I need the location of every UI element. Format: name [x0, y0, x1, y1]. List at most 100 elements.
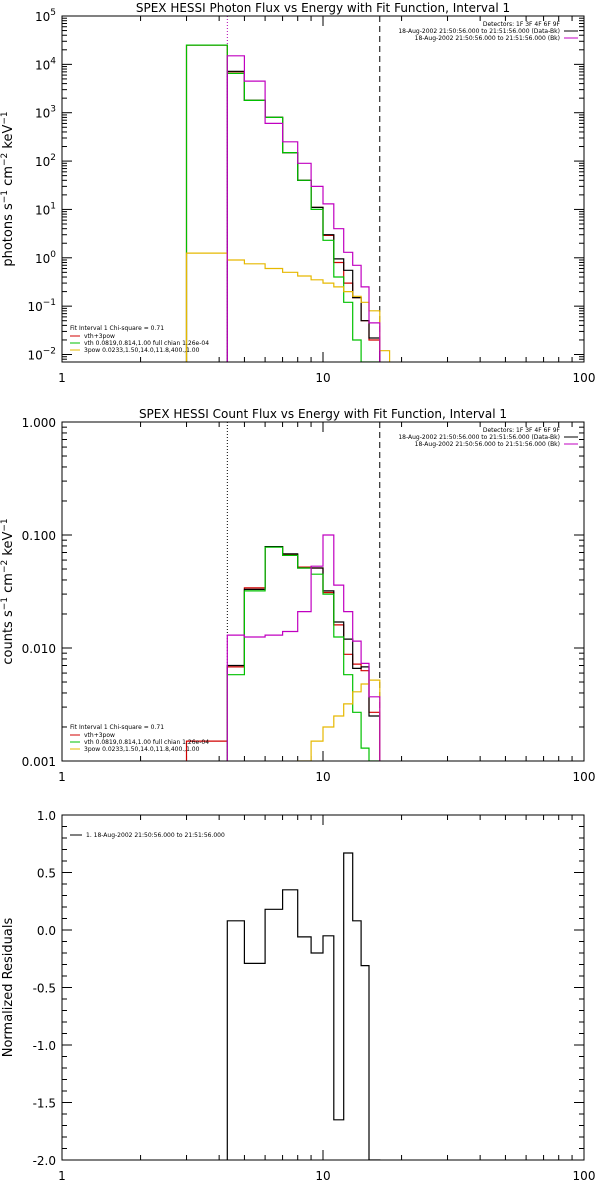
y-axis-label-text: keV — [1, 532, 16, 560]
y-tick-base: 10 — [27, 300, 42, 314]
y-tick-label: 1.0 — [37, 809, 56, 823]
x-tick-label: 10 — [315, 371, 330, 385]
legend-label: vth+3pow — [84, 732, 115, 739]
info-line: Detectors: 1F 3F 4F 6F 9F — [483, 21, 561, 28]
info-line: 18-Aug-2002 21:50:56.000 to 21:51:56.000… — [415, 35, 560, 42]
y-tick-label: -1.5 — [33, 1097, 56, 1111]
y-tick-label: 0.010 — [22, 642, 56, 656]
y-tick-label: 102 — [35, 153, 56, 169]
series-step-line — [226, 852, 381, 1160]
panel-1: SPEX HESSI Photon Flux vs Energy with Fi… — [0, 1, 595, 385]
series-step-line — [297, 679, 381, 761]
legend-label: vth+3pow — [84, 333, 115, 340]
panel-title: SPEX HESSI Count Flux vs Energy with Fit… — [139, 407, 507, 421]
y-axis-label-exponent: −2 — [0, 153, 10, 166]
legend-label: 3pow 0.0233,1.50,14.0,11.8,400.,1.00 — [84, 746, 200, 753]
plot-frame — [61, 421, 585, 762]
info-line: 18-Aug-2002 21:50:56.000 to 21:51:56.000… — [415, 441, 560, 448]
series-group — [185, 44, 391, 362]
series-group — [226, 852, 381, 1160]
y-tick-label: 101 — [35, 201, 56, 217]
legend-label: 1. 18-Aug-2002 21:50:56.000 to 21:51:56.… — [86, 832, 225, 839]
y-tick-base: 10 — [35, 155, 50, 169]
info-line: 18-Aug-2002 21:50:56.000 to 21:51:56.000… — [398, 434, 560, 441]
legend-label: 3pow 0.0233,1.50,14.0,11.8,400.,1.00 — [84, 347, 200, 354]
y-tick-label: 10−2 — [27, 347, 56, 363]
x-axis: 1 10 100 — [58, 815, 595, 1183]
series-step-line — [226, 546, 381, 761]
x-tick-label: 100 — [573, 770, 596, 784]
y-tick-exponent: 3 — [50, 105, 56, 115]
x-tick-label: 1 — [58, 770, 66, 784]
legend-label: vth 0.0819,0.814,1.00 full chian 1.26e-0… — [84, 739, 209, 746]
y-tick-label: -1.0 — [33, 1039, 56, 1053]
x-tick-label: 10 — [315, 770, 330, 784]
series-group — [185, 534, 381, 761]
y-tick-base: 10 — [27, 349, 42, 363]
info-line: 18-Aug-2002 21:50:56.000 to 21:51:56.000… — [398, 28, 560, 35]
y-tick-base: 10 — [35, 10, 50, 24]
y-tick-label: 0.100 — [22, 529, 56, 543]
series-step-line — [226, 70, 381, 362]
y-tick-label: -2.0 — [33, 1154, 56, 1168]
panel-title: SPEX HESSI Photon Flux vs Energy with Fi… — [136, 1, 510, 15]
y-tick-label: 0.5 — [37, 867, 56, 881]
y-tick-base: 10 — [35, 203, 50, 217]
y-axis-label-exponent: −1 — [0, 190, 10, 203]
series-step-line — [185, 44, 381, 362]
y-tick-label: 0.001 — [22, 755, 56, 769]
series-step-line — [226, 534, 381, 761]
y-axis-label: counts s−1 cm−2 keV−1 — [0, 518, 16, 664]
y-axis-label-text: photons s — [1, 203, 16, 267]
series-step-line — [226, 55, 381, 362]
y-tick-label: 1.000 — [22, 416, 56, 430]
y-tick-label: -0.5 — [33, 982, 56, 996]
x-tick-label: 100 — [573, 371, 596, 385]
y-axis-label-exponent: −1 — [0, 597, 10, 610]
x-tick-label: 100 — [573, 1169, 596, 1183]
legend-label: vth 0.0819,0.814,1.00 full chian 1.26e-0… — [84, 340, 209, 347]
x-tick-label: 10 — [315, 1169, 330, 1183]
y-tick-exponent: −1 — [43, 298, 56, 308]
series-step-line — [185, 252, 391, 362]
y-tick-label: 10−1 — [27, 298, 56, 314]
series-step-line — [226, 546, 381, 761]
series-step-line — [185, 44, 381, 362]
y-tick-base: 10 — [35, 107, 50, 121]
y-tick-exponent: 4 — [50, 56, 56, 66]
y-tick-label: 104 — [35, 56, 56, 72]
y-axis-label-text: cm — [1, 166, 16, 190]
y-tick-base: 10 — [35, 58, 50, 72]
y-axis-label-text: keV — [1, 125, 16, 153]
y-tick-label: 0.0 — [37, 924, 56, 938]
x-tick-label: 1 — [58, 371, 66, 385]
y-axis-label-exponent: −1 — [0, 518, 10, 531]
y-tick-label: 103 — [35, 105, 56, 121]
x-tick-label: 1 — [58, 1169, 66, 1183]
panel-2: SPEX HESSI Count Flux vs Energy with Fit… — [0, 407, 595, 784]
y-tick-exponent: 0 — [50, 250, 56, 260]
y-tick-exponent: 2 — [50, 153, 56, 163]
y-axis: 0.001 0.010 0.100 1.000 — [22, 416, 584, 769]
y-tick-exponent: 5 — [50, 8, 56, 18]
y-axis-label: photons s−1 cm−2 keV−1 — [0, 111, 16, 266]
y-tick-label: 100 — [35, 250, 56, 266]
y-tick-exponent: −2 — [43, 347, 56, 357]
y-axis-label-text: cm — [1, 573, 16, 597]
y-axis-label-exponent: −2 — [0, 560, 10, 573]
plot-frame — [61, 814, 585, 1161]
y-tick-label: 105 — [35, 8, 56, 24]
plot-frame — [61, 15, 585, 363]
fit-header: Fit Interval 1 Chi-square = 0.71 — [70, 724, 164, 731]
series-step-line — [185, 546, 381, 761]
y-tick-base: 10 — [35, 252, 50, 266]
y-axis: 1.0 0.5 0.0 -0.5 -1.0 -1.5 -2.0 — [33, 809, 584, 1168]
panel-3: 1 10 100 1.0 0.5 0.0 -0.5 -1.0 -1.5 -2.0 Normalize… — [1, 809, 595, 1183]
y-axis-label: Normalized Residuals — [1, 918, 16, 1058]
fit-header: Fit Interval 1 Chi-square = 0.71 — [70, 325, 164, 332]
y-tick-exponent: 1 — [50, 201, 56, 211]
y-axis-label-exponent: −1 — [0, 111, 10, 124]
